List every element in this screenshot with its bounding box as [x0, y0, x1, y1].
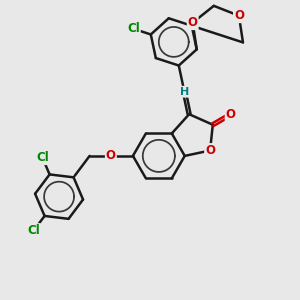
Text: O: O — [234, 9, 244, 22]
Text: H: H — [180, 87, 189, 97]
Text: Cl: Cl — [127, 22, 140, 35]
Text: O: O — [205, 144, 215, 157]
Text: Cl: Cl — [27, 224, 40, 237]
Text: O: O — [106, 149, 116, 162]
Text: Cl: Cl — [36, 151, 49, 164]
Text: O: O — [188, 16, 198, 29]
Text: O: O — [226, 108, 236, 121]
